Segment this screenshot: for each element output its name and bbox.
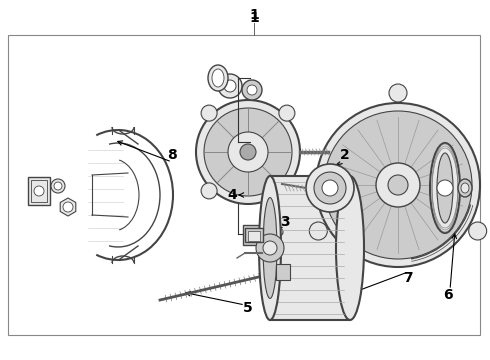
Circle shape xyxy=(437,180,453,196)
Circle shape xyxy=(228,132,268,172)
Ellipse shape xyxy=(437,153,453,223)
Text: 4: 4 xyxy=(227,188,237,202)
Bar xyxy=(245,228,263,242)
Text: 2: 2 xyxy=(340,148,350,162)
Bar xyxy=(243,225,267,245)
Circle shape xyxy=(314,172,346,204)
Bar xyxy=(31,180,47,202)
Ellipse shape xyxy=(208,65,228,91)
Circle shape xyxy=(54,182,62,190)
Circle shape xyxy=(316,103,480,267)
Circle shape xyxy=(247,85,257,95)
Ellipse shape xyxy=(461,183,469,193)
Text: 6: 6 xyxy=(443,288,453,302)
Circle shape xyxy=(201,105,217,121)
Circle shape xyxy=(224,80,236,92)
Circle shape xyxy=(376,163,420,207)
Circle shape xyxy=(263,241,277,255)
Circle shape xyxy=(279,105,295,121)
Circle shape xyxy=(218,74,242,98)
Bar xyxy=(28,177,50,205)
Bar xyxy=(248,231,260,241)
Ellipse shape xyxy=(458,179,472,197)
Circle shape xyxy=(63,202,73,212)
Circle shape xyxy=(322,180,338,196)
Circle shape xyxy=(309,222,327,240)
Bar xyxy=(8,35,480,335)
Text: 1: 1 xyxy=(249,11,259,25)
Circle shape xyxy=(468,222,487,240)
Text: 5: 5 xyxy=(243,301,253,315)
Circle shape xyxy=(201,183,217,199)
Bar xyxy=(270,176,352,320)
Text: 3: 3 xyxy=(280,215,290,229)
Circle shape xyxy=(34,186,44,196)
Circle shape xyxy=(389,84,407,102)
Circle shape xyxy=(51,179,65,193)
Text: 1: 1 xyxy=(249,8,259,22)
Ellipse shape xyxy=(259,176,281,320)
Ellipse shape xyxy=(430,143,460,233)
Circle shape xyxy=(268,222,278,232)
Circle shape xyxy=(242,80,262,100)
Circle shape xyxy=(240,144,256,160)
Circle shape xyxy=(388,175,408,195)
Circle shape xyxy=(196,100,300,204)
Polygon shape xyxy=(60,198,76,216)
Circle shape xyxy=(204,108,292,196)
Ellipse shape xyxy=(212,69,224,87)
Bar xyxy=(247,228,263,242)
Circle shape xyxy=(279,183,295,199)
Circle shape xyxy=(324,111,472,259)
Text: 8: 8 xyxy=(167,148,177,162)
Circle shape xyxy=(275,228,283,236)
Ellipse shape xyxy=(263,198,277,298)
Text: 7: 7 xyxy=(403,271,413,285)
Circle shape xyxy=(256,234,284,262)
Bar xyxy=(276,264,290,280)
Ellipse shape xyxy=(336,176,364,320)
Circle shape xyxy=(306,164,354,212)
